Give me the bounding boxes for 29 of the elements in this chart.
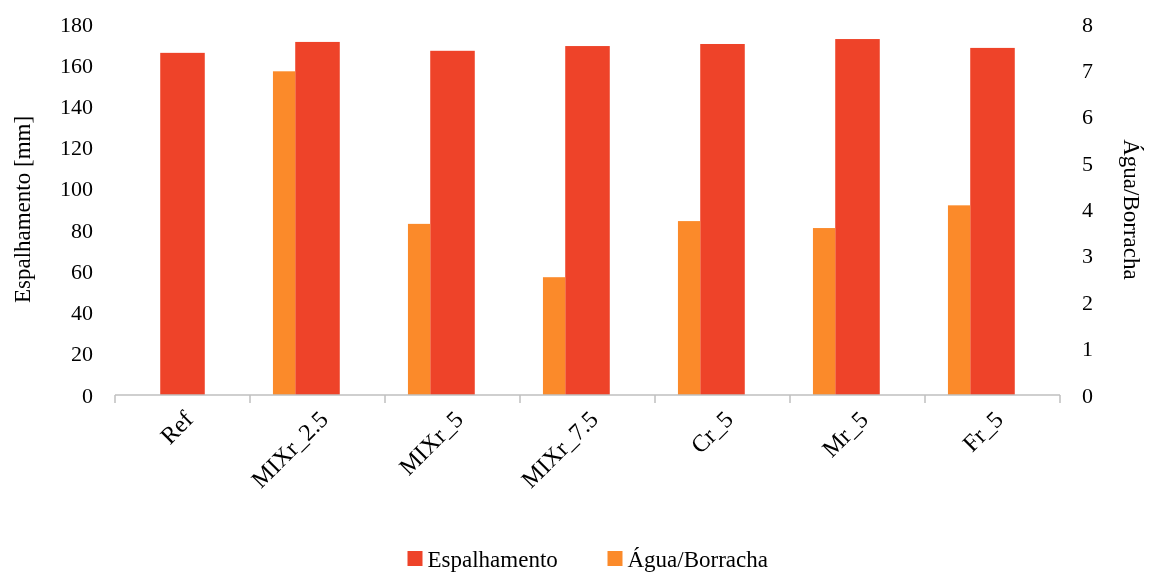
y-tick-label: 80	[71, 217, 93, 243]
y2-tick-label: 2	[1082, 289, 1093, 315]
bar	[407, 223, 431, 395]
y-tick-label: 40	[71, 300, 93, 326]
y2-tick-label: 3	[1082, 243, 1093, 269]
y-tick-label: 60	[71, 258, 93, 284]
y-tick-label: 140	[60, 93, 93, 119]
bar	[677, 221, 701, 395]
legend-label: Água/Borracha	[627, 546, 768, 572]
y2-tick-label: 8	[1082, 11, 1093, 37]
y2-tick-label: 6	[1082, 104, 1093, 130]
y2-tick-label: 1	[1082, 336, 1093, 362]
y-tick-label: 160	[60, 52, 93, 78]
y2-axis-title: Água/Borracha	[1119, 139, 1144, 280]
y-tick-label: 100	[60, 176, 93, 202]
y2-tick-label: 7	[1082, 57, 1093, 83]
bar	[947, 205, 971, 395]
y2-tick-label: 5	[1082, 150, 1093, 176]
bar	[812, 228, 836, 395]
x-tick-label: Ref	[155, 406, 198, 449]
y-tick-label: 20	[71, 341, 93, 367]
y2-tick-label: 0	[1082, 382, 1093, 408]
y-tick-label: 120	[60, 135, 93, 161]
y2-tick-label: 4	[1082, 197, 1093, 222]
bar	[542, 277, 566, 395]
legend-label: Espalhamento	[427, 546, 558, 572]
y-tick-label: 180	[60, 11, 93, 37]
y-tick-label: 0	[82, 382, 93, 408]
y-axis-title: Espalhamento [mm]	[10, 115, 35, 304]
